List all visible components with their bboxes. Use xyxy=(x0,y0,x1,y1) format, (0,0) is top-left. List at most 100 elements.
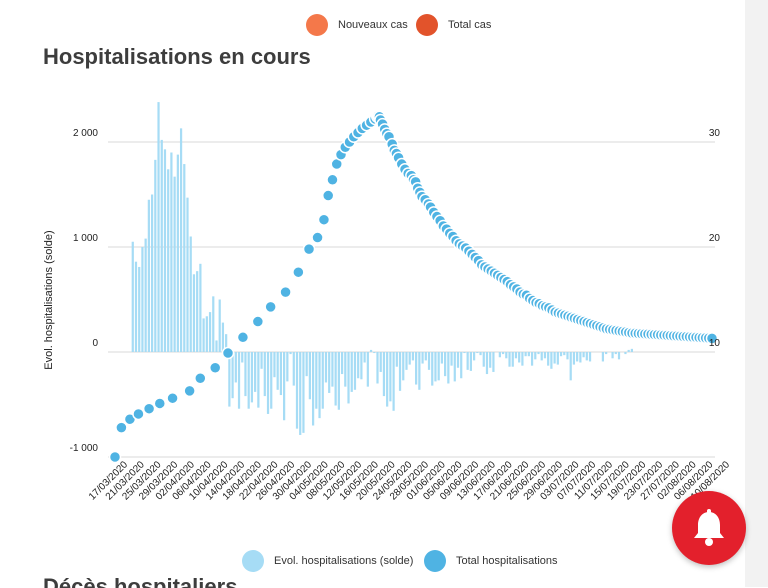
bar xyxy=(424,352,427,361)
bar xyxy=(186,197,189,352)
bar xyxy=(308,352,311,400)
bar xyxy=(286,352,289,382)
bar xyxy=(334,352,337,406)
bar xyxy=(492,352,495,372)
bar xyxy=(444,352,447,377)
bar xyxy=(337,352,340,410)
bar xyxy=(147,199,150,352)
bar xyxy=(331,352,334,387)
bar xyxy=(266,352,270,414)
bar xyxy=(179,128,183,352)
y-right-tick-label: 30 xyxy=(709,128,721,139)
bar xyxy=(508,352,511,367)
bar xyxy=(434,352,437,382)
bar xyxy=(543,352,547,359)
bar xyxy=(469,352,472,371)
bar xyxy=(498,352,501,358)
bar xyxy=(247,352,250,409)
bar xyxy=(302,352,305,433)
bar xyxy=(402,352,405,381)
bar xyxy=(376,352,379,384)
bar xyxy=(199,263,202,352)
line-point xyxy=(705,332,719,345)
legend-item-total-cas[interactable]: Total cas xyxy=(416,14,491,36)
bar xyxy=(460,352,463,379)
bar xyxy=(373,352,376,354)
bar xyxy=(221,322,225,352)
line-point xyxy=(302,242,316,256)
bar xyxy=(505,352,508,359)
bar xyxy=(283,352,286,421)
line-point xyxy=(115,421,128,434)
legend-item-total-hospitalisations[interactable]: Total hospitalisations xyxy=(424,550,558,572)
bar xyxy=(566,352,569,360)
bar xyxy=(601,352,605,362)
line-point xyxy=(279,285,292,299)
y-axis-title: Evol. hospitalisations (solde) xyxy=(43,230,55,369)
legend-item-evol-hospitalisations[interactable]: Evol. hospitalisations (solde) xyxy=(242,550,413,572)
bar xyxy=(485,352,489,375)
line-point xyxy=(292,265,305,279)
bar xyxy=(225,334,228,352)
bar xyxy=(154,159,157,352)
bar xyxy=(466,352,469,370)
bar xyxy=(273,352,276,378)
bar xyxy=(572,352,576,365)
hospitalisations-chart: -1 000 0 1 000 2 000 10 20 30 Evol. hospitalisa… xyxy=(43,102,732,503)
bar xyxy=(392,352,395,411)
notification-bell-button[interactable] xyxy=(672,491,746,565)
bar xyxy=(559,352,563,357)
line-point xyxy=(108,450,122,464)
bar xyxy=(440,352,444,364)
bar xyxy=(357,352,360,379)
bar xyxy=(524,352,527,357)
bar xyxy=(167,169,170,352)
bar xyxy=(324,352,328,383)
bar xyxy=(183,164,186,352)
line-point xyxy=(317,213,331,226)
bar xyxy=(205,316,208,352)
legend-label: Total hospitalisations xyxy=(456,555,558,567)
bar xyxy=(398,352,402,391)
bar xyxy=(511,352,514,367)
bar xyxy=(605,352,608,355)
bar xyxy=(202,318,205,352)
bar xyxy=(170,152,173,352)
bar xyxy=(241,352,244,363)
bar xyxy=(514,352,518,359)
line-point xyxy=(221,346,235,360)
bar xyxy=(270,352,273,409)
legend-item-nouveaux-cas[interactable]: Nouveaux cas xyxy=(306,14,408,36)
line-point xyxy=(326,173,339,187)
bar xyxy=(408,352,411,365)
bar xyxy=(228,352,231,407)
bar xyxy=(163,149,167,352)
bar xyxy=(489,352,492,368)
bar xyxy=(196,271,199,352)
bar xyxy=(157,102,160,352)
bar xyxy=(472,352,476,361)
bar xyxy=(173,176,176,352)
bar xyxy=(347,352,350,404)
bar xyxy=(263,352,266,397)
bar xyxy=(257,352,260,408)
bar xyxy=(366,352,369,387)
bar xyxy=(585,352,588,361)
legend-marker xyxy=(242,550,264,572)
bar xyxy=(418,352,421,390)
bar xyxy=(353,352,357,390)
line-point xyxy=(132,407,145,421)
bar xyxy=(627,349,630,352)
bar xyxy=(250,352,254,403)
bar xyxy=(208,312,212,352)
y-left-tick-label: 0 xyxy=(92,338,98,349)
legend-label: Evol. hospitalisations (solde) xyxy=(274,555,414,567)
line-point xyxy=(208,361,222,374)
bar xyxy=(318,352,321,419)
bar xyxy=(315,352,318,409)
bar xyxy=(482,352,485,367)
line-point xyxy=(264,300,277,314)
bar xyxy=(463,352,466,354)
bar xyxy=(218,299,221,352)
bar xyxy=(421,352,424,364)
